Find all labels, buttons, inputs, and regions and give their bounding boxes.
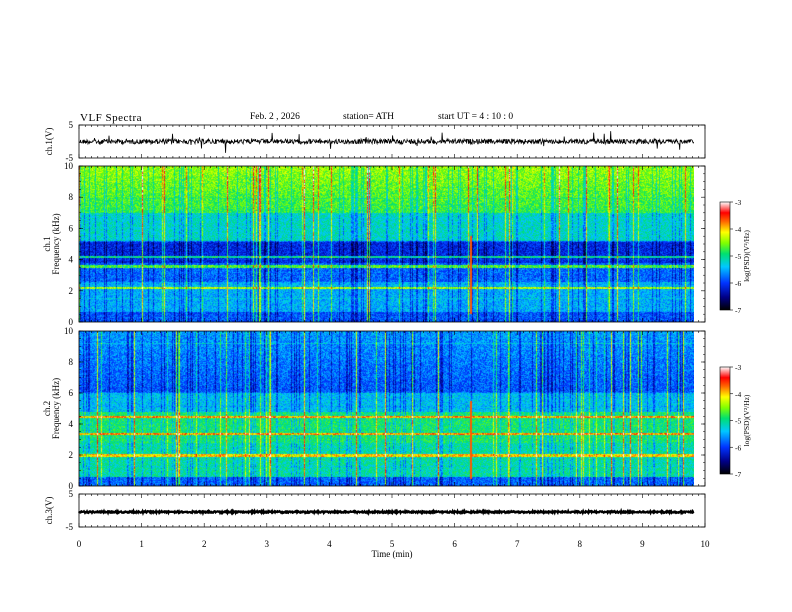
panel-4-ylabel: ch.3(V) [44,497,54,525]
panel-3-ylabel: Frequency (kHz) [51,378,61,439]
colorbar-1 [719,201,731,311]
y-tick-label: 6 [69,223,74,233]
x-tick-label: 6 [452,539,457,549]
y-tick-label: -5 [66,522,74,532]
x-tick-label: 9 [640,539,645,549]
y-tick-label: 5 [69,489,74,499]
y-tick-label: 8 [69,357,74,367]
y-tick-label: 0 [69,481,74,491]
ch2-spectrogram-image [79,331,694,486]
date-label: Feb. 2 , 2026 [250,112,300,122]
colorbar-2 [719,366,731,475]
x-tick-label: 1 [139,539,144,549]
panel-2-ylabel: Frequency (kHz) [51,213,61,274]
ch1-spectrogram-image [79,166,694,322]
colorbar-tick-label: -4 [735,390,741,399]
x-tick-label: 2 [202,539,207,549]
start-time-label: start UT = 4 : 10 : 0 [438,112,514,122]
x-tick-label: 3 [265,539,270,549]
x-tick-label: 8 [578,539,583,549]
y-tick-label: 10 [64,326,74,336]
x-tick-label: 4 [327,539,332,549]
ch1-waveform [78,131,695,153]
colorbar-tick-label: -5 [735,252,741,261]
colorbar-tick-label: -7 [735,306,741,315]
panel-2-ylabel: ch.1 [42,236,52,251]
chart-title: VLF Spectra [80,112,143,124]
y-tick-label: 6 [69,388,74,398]
colorbar-tick-label: -6 [735,443,741,452]
y-tick-label: 0 [69,317,74,327]
y-tick-label: 8 [69,192,74,202]
x-axis-label: Time (min) [372,549,413,559]
colorbar-tick-label: -7 [735,470,741,479]
y-tick-label: -5 [66,153,74,163]
y-tick-label: 4 [69,419,74,429]
panel-1-ylabel: ch.1(V) [44,128,54,156]
colorbar-tick-label: -3 [735,363,741,372]
colorbar-label: log(PSD)(V²/Hz) [742,230,751,282]
x-tick-label: 10 [701,539,711,549]
ch3-waveform [78,507,695,517]
x-tick-label: 5 [390,539,395,549]
y-tick-label: 2 [69,450,74,460]
y-tick-label: 4 [69,255,74,265]
colorbar-tick-label: -6 [735,279,741,288]
y-tick-label: 10 [64,161,74,171]
y-tick-label: 5 [69,120,74,130]
colorbar-tick-label: -3 [735,198,741,207]
x-tick-label: 7 [515,539,520,549]
colorbar-tick-label: -4 [735,225,741,234]
station-label: station= ATH [343,112,395,122]
x-tick-label: 0 [77,539,82,549]
panel-3-ylabel: ch.2 [42,401,52,416]
y-tick-label: 2 [69,286,74,296]
colorbar-label: log(PSD)(V²/Hz) [742,394,751,446]
colorbar-tick-label: -5 [735,417,741,426]
